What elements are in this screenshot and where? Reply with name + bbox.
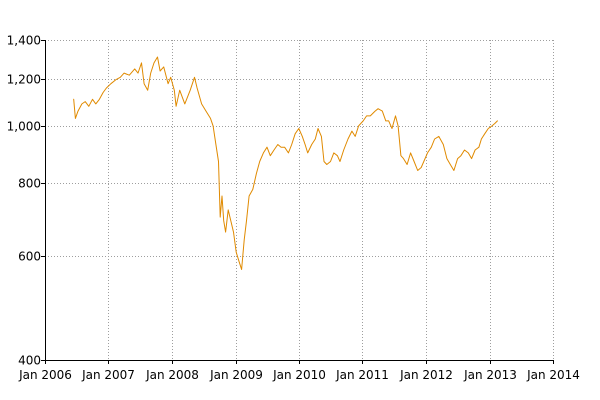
x-tick-label: Jan 2007	[81, 368, 135, 382]
tick-labels: Jan 2006 Jan 2007 Jan 2008 Jan 2009 Jan 2010…	[7, 34, 580, 383]
y-tick-label: 1,200	[7, 73, 41, 87]
y-tick-label: 1,400	[7, 34, 41, 48]
series-line	[73, 56, 498, 270]
x-tick-label: Jan 2008	[145, 368, 199, 382]
series-layer	[73, 56, 498, 270]
x-tick-label: Jan 2006	[18, 368, 72, 382]
x-tick-label: Jan 2013	[463, 368, 517, 382]
x-tick-label: Jan 2011	[335, 368, 389, 382]
y-tick-label: 800	[18, 177, 41, 191]
x-tick-label: Jan 2010	[272, 368, 326, 382]
x-tick-label: Jan 2014	[526, 368, 580, 382]
x-tick-label: Jan 2009	[209, 368, 263, 382]
y-tick-label: 400	[18, 354, 41, 368]
x-tick-label: Jan 2012	[399, 368, 453, 382]
axes	[41, 40, 554, 364]
y-tick-label: 600	[18, 250, 41, 264]
y-tick-label: 1,000	[7, 120, 41, 134]
grid	[45, 40, 554, 361]
